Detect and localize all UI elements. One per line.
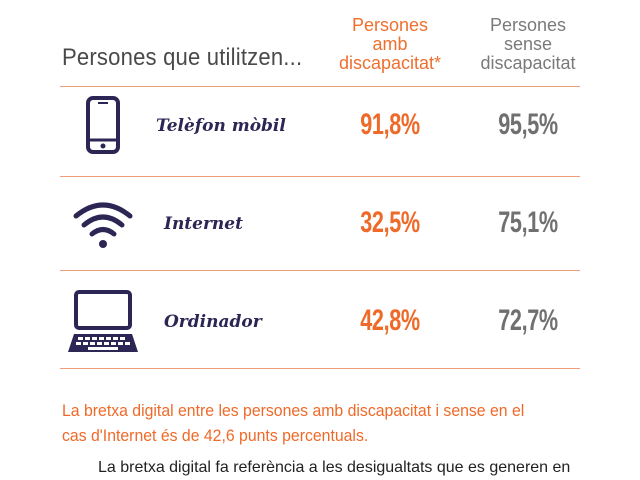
divider	[60, 368, 580, 369]
wifi-icon	[73, 202, 133, 248]
page-title: Persones que utilitzen...	[62, 44, 303, 71]
column-header-line: sense	[503, 34, 553, 54]
value-with-disability: 42,8%	[360, 304, 420, 337]
summary-line: cas d'Internet és de 42,6 punts percentu…	[62, 426, 369, 445]
laptop-icon	[68, 290, 138, 352]
column-header-line: Persones	[351, 15, 429, 35]
column-header-with-disability: Persones amb discapacitat*	[330, 16, 450, 73]
divider	[60, 86, 580, 87]
row-label: Internet	[164, 214, 243, 234]
divider	[60, 270, 580, 271]
row-label: Ordinador	[164, 312, 262, 332]
table-row: Telèfon mòbil 91,8% 95,5%	[0, 86, 640, 176]
table-row: Ordinador 42,8% 72,7%	[0, 270, 640, 368]
column-header-line: amb	[372, 34, 408, 54]
value-with-disability: 91,8%	[360, 108, 420, 141]
column-header-line: discapacitat	[480, 53, 576, 73]
divider	[60, 176, 580, 177]
value-without-disability: 75,1%	[498, 206, 558, 239]
value-with-disability: 32,5%	[360, 206, 420, 239]
mobile-phone-icon	[86, 96, 120, 154]
column-header-line: Persones	[489, 15, 567, 35]
column-header-without-disability: Persones sense discapacitat	[468, 16, 588, 73]
value-without-disability: 72,7%	[498, 304, 558, 337]
column-header-line: discapacitat*	[338, 53, 442, 73]
table-row: Internet 32,5% 75,1%	[0, 176, 640, 270]
value-without-disability: 95,5%	[498, 108, 558, 141]
footer-text: La bretxa digital fa referència a les de…	[98, 459, 571, 476]
summary-text: La bretxa digital entre les persones amb…	[62, 398, 546, 448]
summary-line: La bretxa digital entre les persones amb…	[62, 401, 525, 420]
row-label: Telèfon mòbil	[156, 116, 286, 136]
